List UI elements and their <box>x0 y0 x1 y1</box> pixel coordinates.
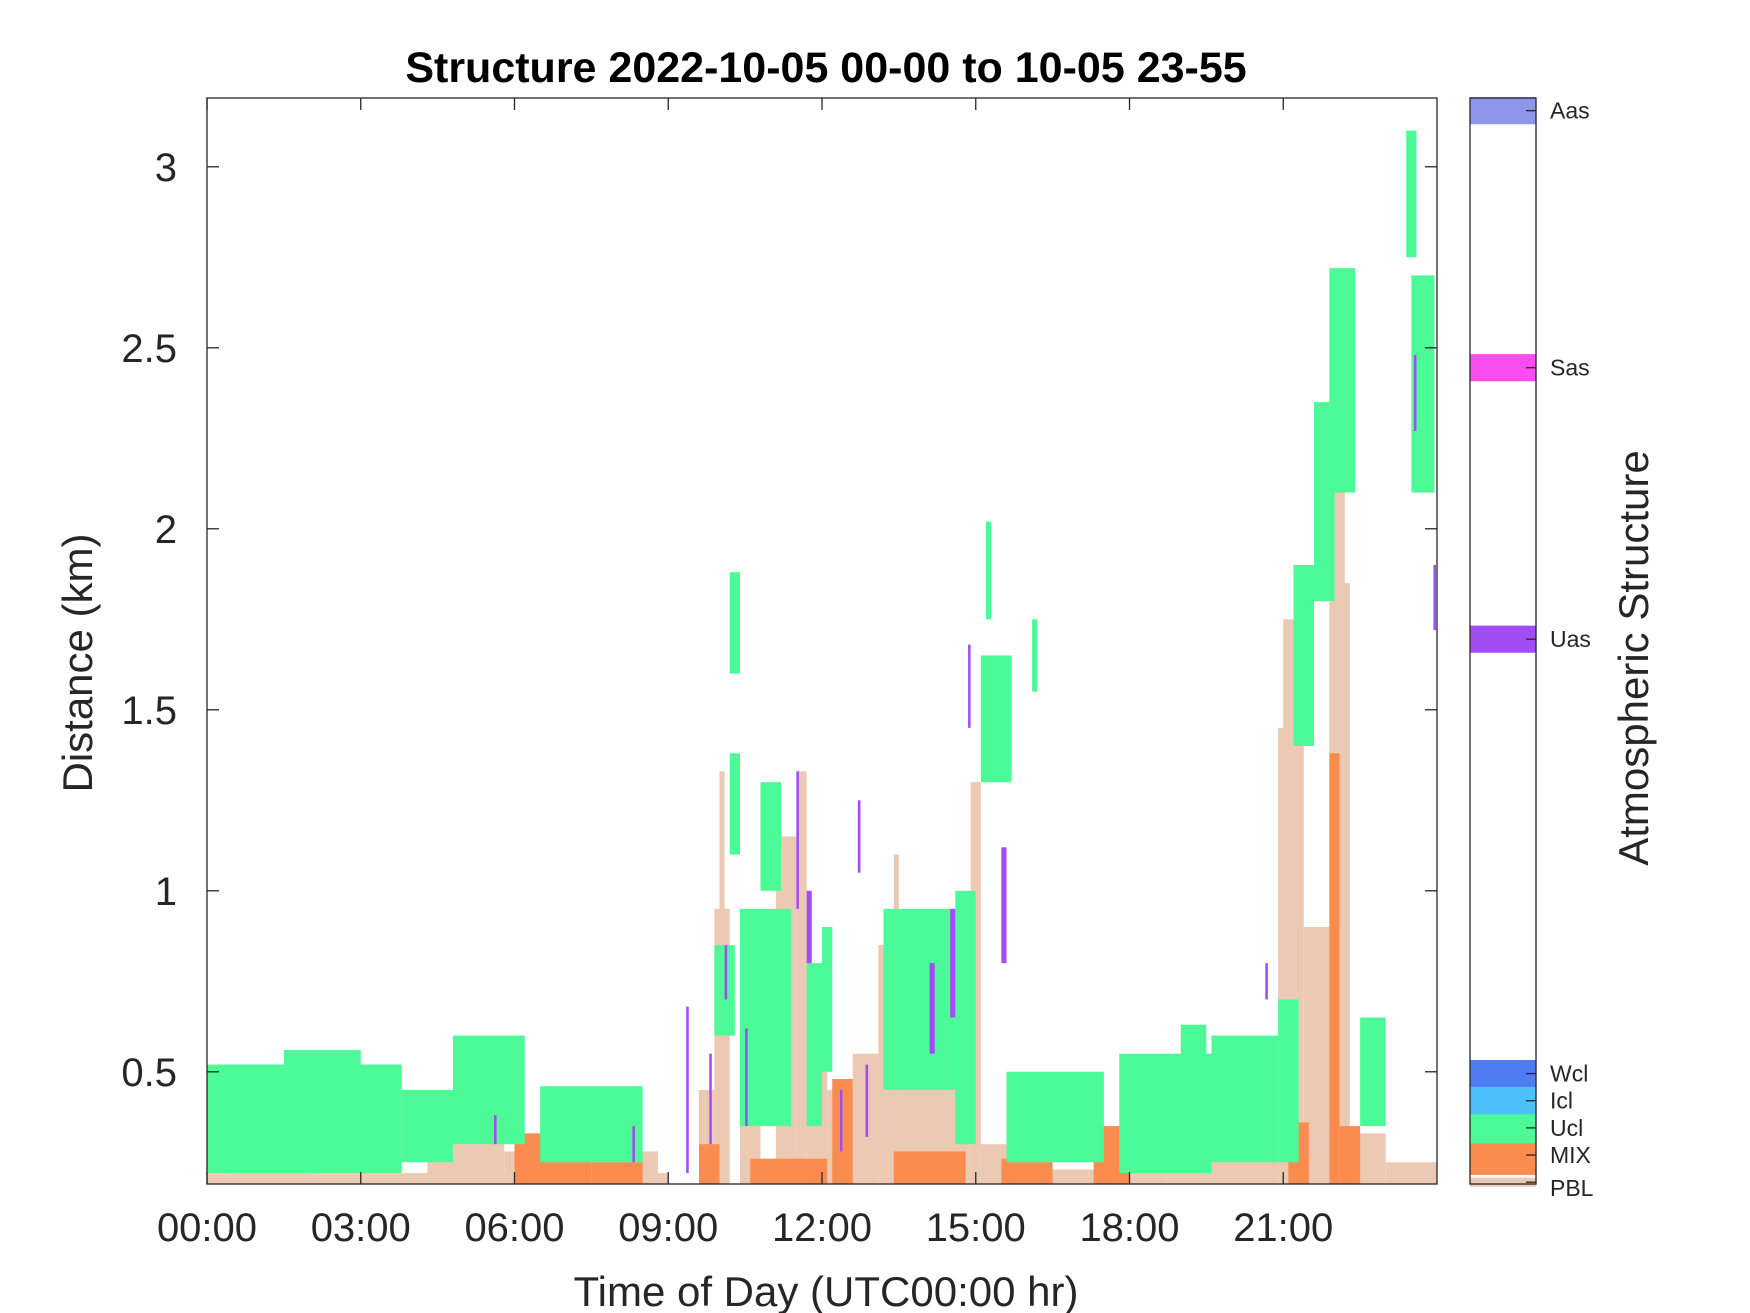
segment-ucl-53 <box>883 908 956 1090</box>
segment-ucl-55 <box>980 655 1012 783</box>
segment-ucl-46 <box>729 572 740 674</box>
segment-ucl-65 <box>1329 268 1355 493</box>
segment-uas-74 <box>745 1028 748 1127</box>
segment-ucl-63 <box>1293 564 1314 746</box>
segment-ucl-49 <box>740 908 792 1127</box>
segment-ucl-50 <box>760 782 781 891</box>
segment-pbl-9 <box>796 771 807 1184</box>
colorbar-swatch-pbl <box>1470 1177 1536 1187</box>
colorbar-label-mix: MIX <box>1550 1142 1591 1168</box>
segment-ucl-61 <box>1211 1035 1279 1163</box>
segment-ucl-58 <box>1006 1071 1104 1163</box>
segment-uas-75 <box>796 771 799 909</box>
segment-pbl-24 <box>1283 619 1294 1184</box>
colorbar-label-sas: Sas <box>1550 355 1590 381</box>
colorbar-swatch-uas <box>1470 625 1536 653</box>
x-tick-label: 03:00 <box>311 1206 411 1250</box>
segment-uas-72 <box>709 1053 712 1145</box>
segment-ucl-68 <box>1411 275 1435 493</box>
segment-ucl-43 <box>401 1089 453 1163</box>
segment-uas-80 <box>929 963 935 1054</box>
segment-uas-82 <box>968 644 971 728</box>
x-tick-label: 18:00 <box>1079 1206 1179 1250</box>
segment-uas-76 <box>806 890 812 964</box>
y-tick-label: 0.5 <box>121 1051 177 1095</box>
y-tick-label: 2 <box>155 508 177 552</box>
colorbar-label-icl: Icl <box>1550 1088 1573 1114</box>
segment-uas-79 <box>865 1064 869 1137</box>
segment-mix-31 <box>591 1162 643 1184</box>
segment-ucl-52 <box>822 926 833 1072</box>
colorbar-swatch-aas <box>1470 97 1536 125</box>
segment-uas-86 <box>1433 564 1436 631</box>
segment-ucl-67 <box>1406 130 1417 258</box>
x-tick-label: 21:00 <box>1233 1206 1333 1250</box>
segment-uas-83 <box>1001 847 1007 964</box>
x-tick-label: 09:00 <box>618 1206 718 1250</box>
segment-ucl-66 <box>1360 1017 1386 1127</box>
segment-uas-84 <box>1265 963 1268 1000</box>
x-tick-label: 00:00 <box>157 1206 257 1250</box>
x-axis-title: Time of Day (UTC00:00 hr) <box>574 1268 1079 1313</box>
segment-ucl-60 <box>1180 1024 1207 1127</box>
segment-ucl-62 <box>1278 999 1299 1163</box>
colorbar-label-wcl: Wcl <box>1550 1061 1588 1087</box>
segment-mix-32 <box>699 1144 720 1184</box>
colorbar-swatch-icl <box>1470 1087 1536 1115</box>
segment-uas-85 <box>1413 355 1417 432</box>
segment-uas-78 <box>857 800 861 873</box>
colorbar-label-aas: Aas <box>1550 98 1590 124</box>
segment-mix-33 <box>750 1158 828 1184</box>
y-tick-label: 2.5 <box>121 327 177 371</box>
x-tick-label: 12:00 <box>772 1206 872 1250</box>
segment-ucl-51 <box>806 963 822 1127</box>
segment-ucl-54 <box>955 890 976 1145</box>
segment-ucl-57 <box>1032 619 1038 692</box>
colorbar-label-uas: Uas <box>1550 626 1591 652</box>
colorbar-swatch-wcl <box>1470 1060 1536 1088</box>
segment-pbl-29 <box>1385 1162 1437 1184</box>
segment-mix-40 <box>1339 1126 1361 1184</box>
segment-mix-36 <box>1001 1158 1053 1184</box>
segment-uas-71 <box>686 1006 689 1174</box>
colorbar-swatch-sas <box>1470 354 1536 382</box>
segment-ucl-47 <box>729 753 740 855</box>
segment-mix-39 <box>1329 753 1340 1184</box>
y-axis-title: Distance (km) <box>54 533 101 792</box>
chart-title: Structure 2022-10-05 00-00 to 10-05 23-5… <box>405 44 1246 92</box>
segment-uas-81 <box>950 908 956 1018</box>
colorbar-label-ucl: Ucl <box>1550 1115 1583 1141</box>
x-tick-label: 15:00 <box>926 1206 1026 1250</box>
segment-mix-35 <box>893 1151 966 1184</box>
colorbar-frame <box>1469 97 1537 1185</box>
segment-ucl-42 <box>283 1050 361 1145</box>
segment-uas-69 <box>494 1115 497 1145</box>
colorbar-label-pbl: PBL <box>1550 1175 1594 1201</box>
segment-uas-73 <box>724 945 728 1000</box>
plot-area <box>207 130 1437 1185</box>
segment-ucl-45 <box>540 1086 643 1163</box>
axes: 00:00 03:00 06:00 09:00 12:00 15:00 18:00 21:00… <box>121 97 1438 1250</box>
y-tick-label: 1 <box>155 870 177 914</box>
y-tick-label: 3 <box>155 146 177 190</box>
segment-ucl-44 <box>453 1035 525 1145</box>
segment-uas-70 <box>632 1126 635 1163</box>
colorbar-swatch-ucl <box>1470 1112 1536 1144</box>
x-tick-label: 06:00 <box>464 1206 564 1250</box>
colorbar-title: Atmospheric Structure <box>1610 450 1657 866</box>
segment-ucl-56 <box>986 521 992 620</box>
y-tick-label: 1.5 <box>121 689 177 733</box>
segment-uas-77 <box>839 1089 843 1152</box>
